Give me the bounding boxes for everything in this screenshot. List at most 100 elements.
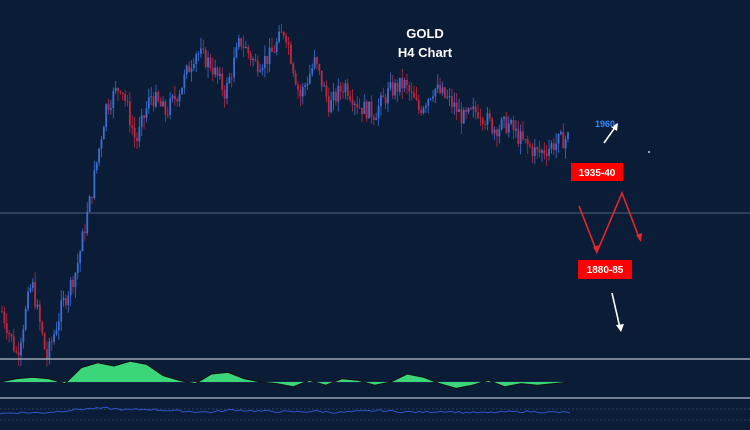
red-arrowhead-end	[636, 233, 642, 242]
candle-body	[192, 64, 195, 69]
candle-body	[505, 116, 508, 133]
candle-body	[8, 333, 11, 335]
candle-body	[211, 67, 214, 75]
white-arrow-down-shaft	[611, 292, 621, 329]
candle-body	[233, 57, 235, 78]
candle-body	[38, 304, 41, 322]
candle-body	[439, 84, 442, 93]
rsi-panel	[0, 406, 750, 421]
candle-body	[370, 101, 373, 117]
candle-body	[1, 311, 3, 313]
candle-body	[121, 92, 124, 94]
candle-body	[413, 92, 415, 98]
candle-body	[524, 139, 527, 141]
candle-body	[389, 82, 392, 89]
candle-body	[567, 132, 569, 139]
candle-body	[60, 300, 63, 322]
candle-body	[67, 295, 70, 306]
candle-body	[124, 93, 127, 101]
candle-body	[363, 101, 366, 114]
candle-body	[240, 38, 243, 47]
candle-body	[451, 96, 453, 107]
candle-body	[150, 96, 153, 98]
candle-body	[403, 79, 406, 89]
stray-dot	[648, 151, 650, 153]
target-label: 1960	[595, 119, 615, 129]
candle-body	[266, 55, 269, 65]
candle-body	[382, 95, 385, 98]
candle-body	[247, 46, 250, 54]
candle-body	[510, 119, 513, 124]
candle-body	[375, 118, 378, 121]
candle-body	[467, 108, 470, 113]
level-label-upper-box	[571, 163, 623, 181]
level-label-lower[interactable]: 1880-85	[578, 260, 632, 279]
candle-body	[299, 89, 302, 97]
candle-body	[533, 147, 536, 157]
candle-body	[183, 74, 186, 88]
candle-body	[79, 251, 82, 264]
candle-body	[377, 105, 380, 119]
candle-body	[531, 146, 534, 157]
candle-body	[301, 86, 304, 97]
candle-body	[550, 143, 553, 149]
candle-body	[188, 65, 190, 73]
candle-body	[368, 101, 370, 119]
candle-body	[474, 106, 477, 113]
candle-body	[256, 60, 259, 72]
candle-body	[335, 91, 337, 102]
candle-body	[228, 77, 231, 84]
candle-body	[88, 196, 91, 212]
candle-body	[337, 85, 340, 102]
candle-body	[107, 104, 110, 110]
candle-body	[164, 101, 167, 115]
candle-body	[344, 83, 347, 93]
level-label-lower-box	[578, 260, 632, 279]
candle-body	[522, 131, 524, 140]
candle-body	[152, 96, 155, 107]
candle-body	[93, 170, 96, 198]
candle-body	[470, 108, 472, 110]
candle-body	[62, 297, 65, 301]
candle-body	[178, 94, 181, 102]
candle-body	[159, 100, 162, 107]
candle-body	[306, 83, 309, 86]
candle-body	[72, 279, 74, 288]
candle-body	[396, 83, 399, 92]
candle-body	[22, 329, 25, 343]
candle-body	[171, 95, 174, 99]
candle-body	[330, 100, 333, 113]
level-label-upper-text: 1935-40	[579, 168, 616, 179]
candle-body	[384, 97, 387, 104]
candle-body	[216, 67, 219, 77]
candle-body	[143, 115, 145, 119]
candlestick-series	[1, 23, 569, 367]
candle-body	[294, 73, 297, 85]
candle-body	[446, 96, 449, 98]
candle-body	[387, 88, 389, 104]
candle-body	[443, 87, 446, 98]
candle-body	[313, 57, 316, 69]
candle-body	[536, 147, 539, 150]
candle-body	[249, 53, 252, 61]
candle-body	[458, 109, 460, 113]
candle-body	[162, 101, 164, 107]
candle-body	[155, 92, 157, 107]
candle-body	[342, 91, 344, 93]
candle-body	[15, 351, 18, 353]
candle-body	[401, 77, 404, 89]
candle-body	[358, 107, 361, 109]
candle-body	[271, 47, 273, 52]
candle-body	[420, 109, 423, 113]
candle-body	[365, 101, 368, 119]
candle-body	[46, 349, 48, 360]
candle-body	[320, 70, 323, 87]
candle-body	[280, 31, 283, 33]
candle-body	[176, 99, 179, 102]
candle-body	[349, 96, 352, 100]
candle-body	[372, 116, 375, 121]
candle-body	[529, 144, 532, 147]
level-label-upper[interactable]: 1935-40	[571, 163, 623, 181]
candle-body	[479, 117, 482, 119]
